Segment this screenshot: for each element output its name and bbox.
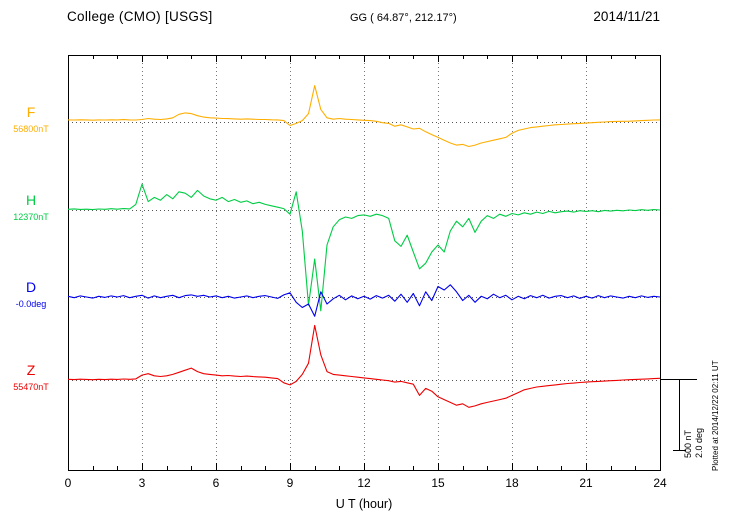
x-tick-label-9: 9 xyxy=(286,476,294,490)
x-tick-label-24: 24 xyxy=(653,476,667,490)
trace-D xyxy=(67,284,661,317)
station-title: College (CMO) [USGS] xyxy=(67,9,213,24)
x-axis-title: U T (hour) xyxy=(335,497,393,511)
x-tick-label-15: 15 xyxy=(431,476,445,490)
trace-baseline-H: 12370nT xyxy=(13,212,49,222)
trace-label-D: D xyxy=(25,279,37,295)
plot-date: 2014/11/21 xyxy=(593,9,660,24)
trace-Z xyxy=(67,324,661,408)
x-tick-label-3: 3 xyxy=(138,476,146,490)
trace-baseline-D: -0.0deg xyxy=(15,299,47,309)
scale-deg-label: 2.0 deg xyxy=(694,427,704,458)
x-tick-label-0: 0 xyxy=(64,476,72,490)
trace-baseline-F: 56800nT xyxy=(13,124,49,134)
trace-label-Z: Z xyxy=(26,362,36,378)
trace-label-H: H xyxy=(25,192,37,208)
geographic-coordinates: GG ( 64.87°, 212.17°) xyxy=(350,12,457,24)
plot-frame xyxy=(68,55,661,471)
plotted-at-stamp: Plotted at 2014/12/22 02:11 UT xyxy=(711,360,720,471)
x-tick-label-18: 18 xyxy=(505,476,519,490)
x-tick-label-21: 21 xyxy=(579,476,593,490)
trace-baseline-Z: 55470nT xyxy=(13,382,49,392)
x-tick-label-12: 12 xyxy=(357,476,371,490)
scale-bar-labels: 500 nT 2.0 deg xyxy=(683,388,705,458)
trace-H xyxy=(67,183,661,312)
scale-nT-label: 500 nT xyxy=(683,429,693,458)
trace-label-F: F xyxy=(26,104,36,120)
trace-F xyxy=(67,85,661,148)
x-tick-label-6: 6 xyxy=(212,476,220,490)
